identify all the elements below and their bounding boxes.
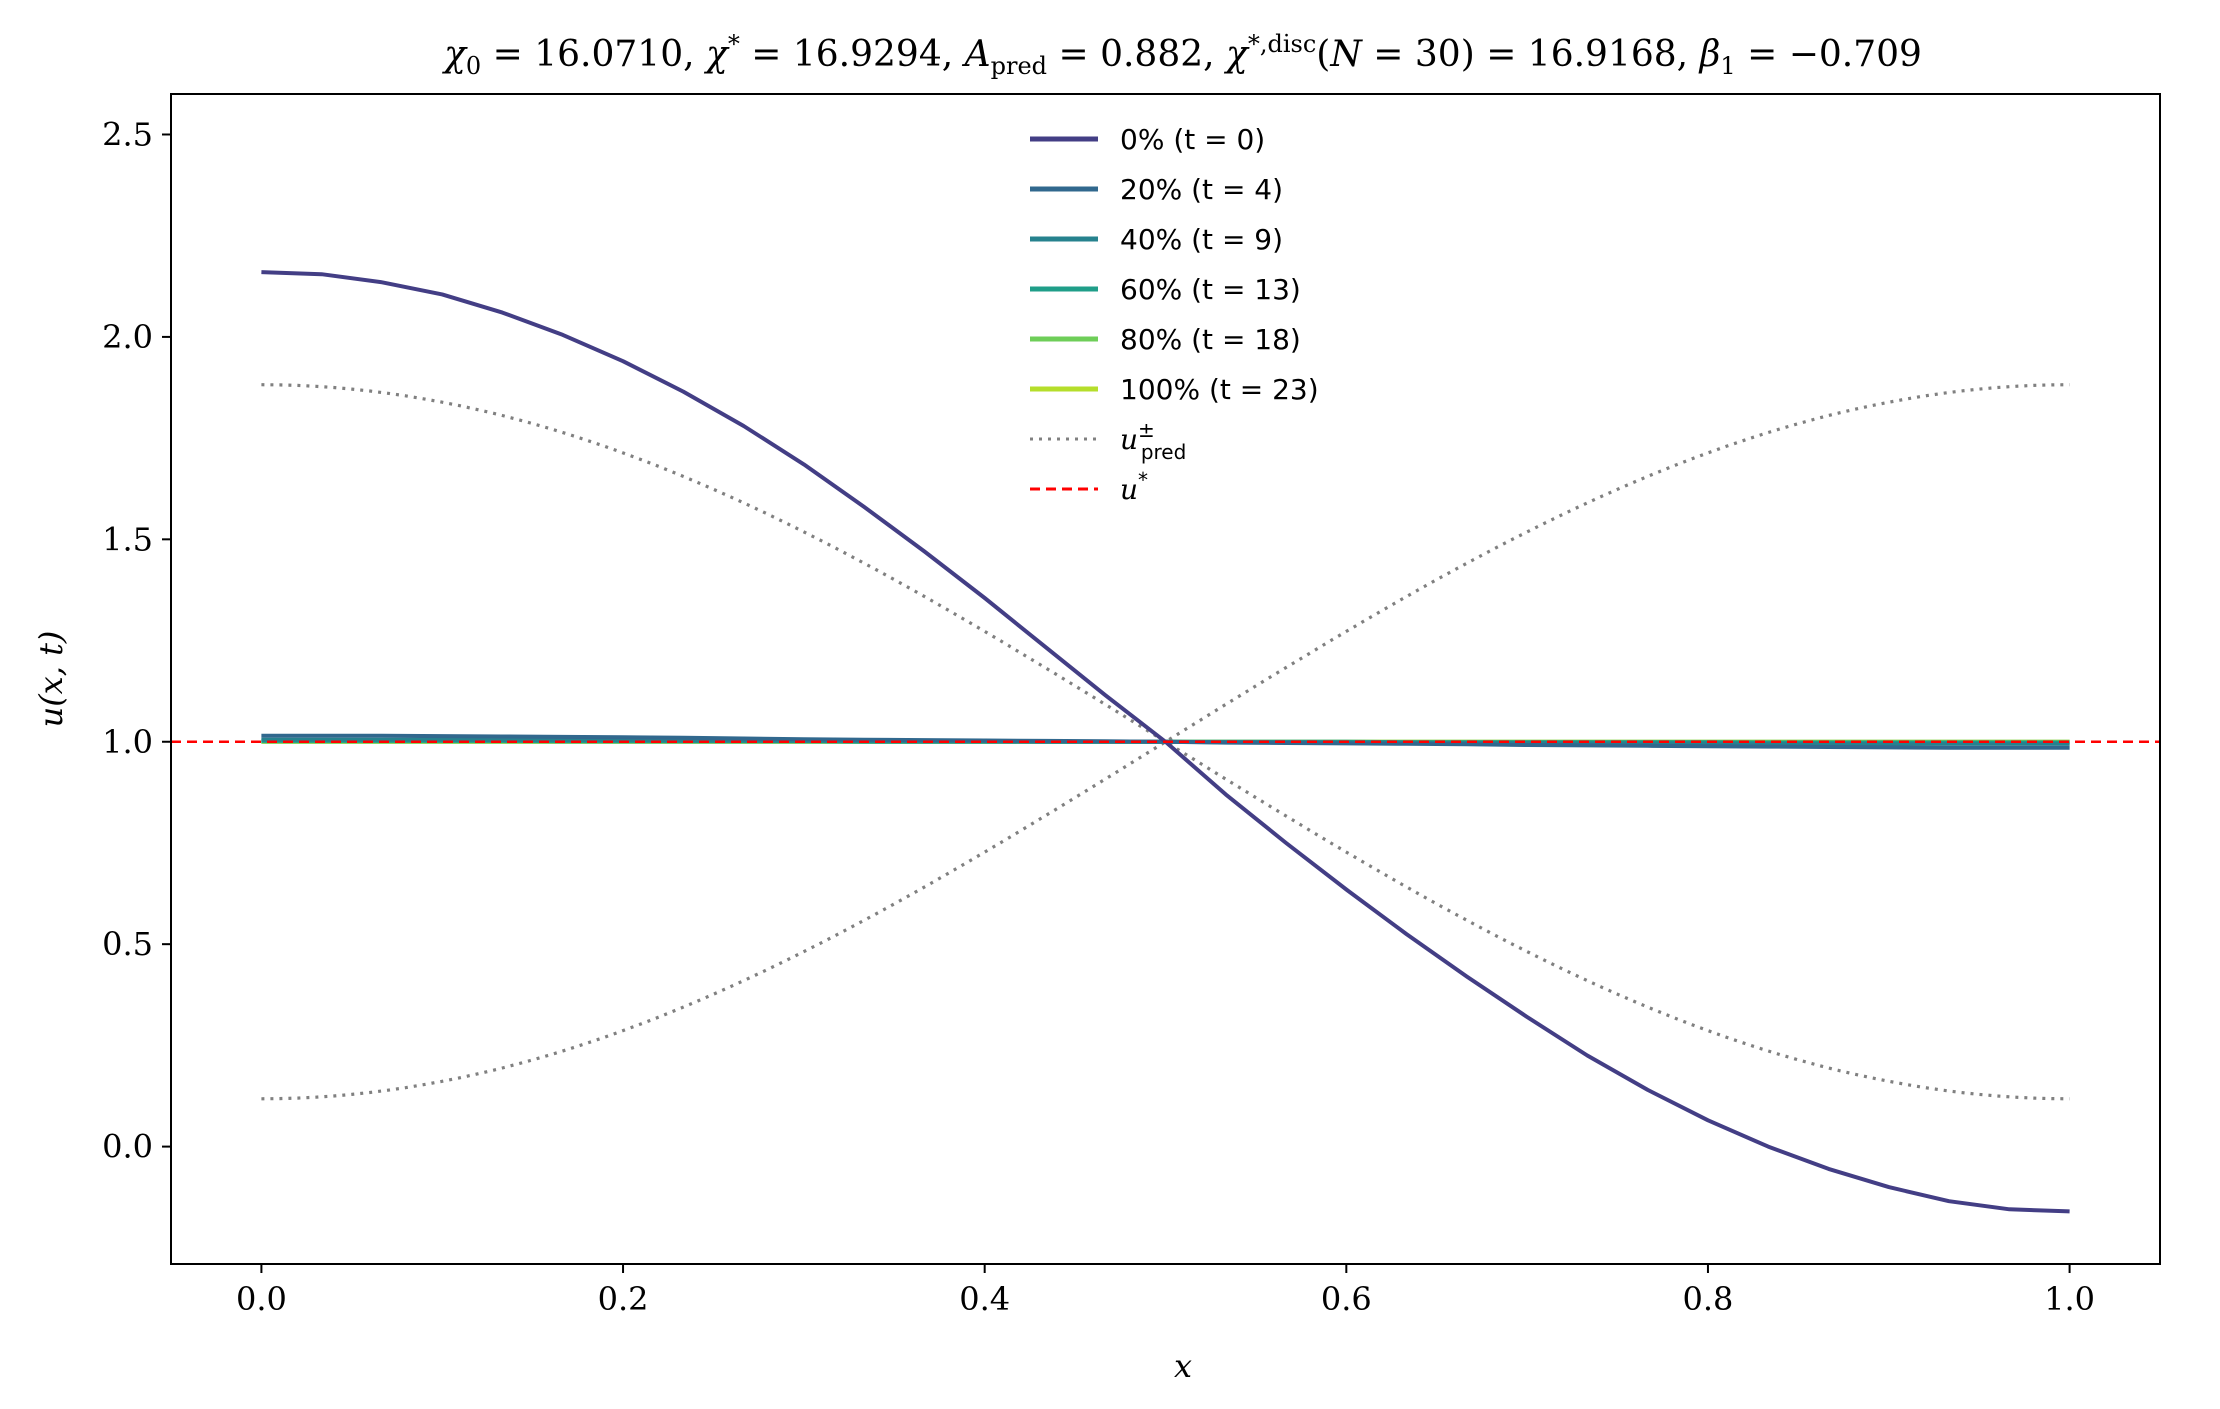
- legend-label-0-t-0: 0% (t = 0): [1120, 123, 1265, 156]
- legend-label-20-t-4: 20% (t = 4): [1120, 173, 1283, 206]
- legend: 0% (t = 0) 20% (t = 4) 40% (t = 9) 60% (t =…: [1030, 123, 1319, 506]
- chart-title: χ0 = 16.0710, χ* = 16.9294, Apred = 0.88…: [441, 30, 1922, 80]
- y-axis-ticks: 0.0 0.5 1.0 1.5 2.0 2.5: [102, 115, 171, 1166]
- y-tick-label: 0.5: [102, 925, 153, 963]
- x-tick-label: 0.6: [1321, 1280, 1372, 1318]
- y-tick-label: 1.5: [102, 520, 153, 558]
- plot-frame: [170, 93, 2161, 1265]
- x-tick-label: 0.0: [236, 1280, 287, 1318]
- legend-label-100-t-23: 100% (t = 23): [1120, 373, 1319, 406]
- x-tick-label: 0.4: [959, 1280, 1010, 1318]
- series-line-u-pred-plus: [261, 383, 2070, 1101]
- y-axis-label: u(x, t): [32, 631, 70, 728]
- x-tick-label: 0.2: [598, 1280, 649, 1318]
- legend-label-80-t-18: 80% (t = 18): [1120, 323, 1301, 356]
- y-tick-label: 2.0: [102, 318, 153, 356]
- x-tick-label: 1.0: [2044, 1280, 2095, 1318]
- legend-label-40-t-9: 40% (t = 9): [1120, 223, 1283, 256]
- y-tick-label: 1.0: [102, 723, 153, 761]
- x-axis-ticks: 0.0 0.2 0.4 0.6 0.8 1.0: [236, 1264, 2095, 1318]
- series-line-u-pred-minus: [261, 383, 2070, 1101]
- x-axis-label: x: [1174, 1347, 1192, 1385]
- legend-label-u: u*: [1120, 468, 1148, 506]
- legend-label-60-t-13: 60% (t = 13): [1120, 273, 1301, 306]
- series-layer: [171, 270, 2160, 1214]
- x-tick-label: 0.8: [1683, 1280, 1734, 1318]
- plot-area: [170, 93, 2161, 1265]
- y-tick-label: 2.5: [102, 115, 153, 153]
- legend-label-u-pred: u± pred: [1120, 418, 1186, 464]
- y-tick-label: 0.0: [102, 1128, 153, 1166]
